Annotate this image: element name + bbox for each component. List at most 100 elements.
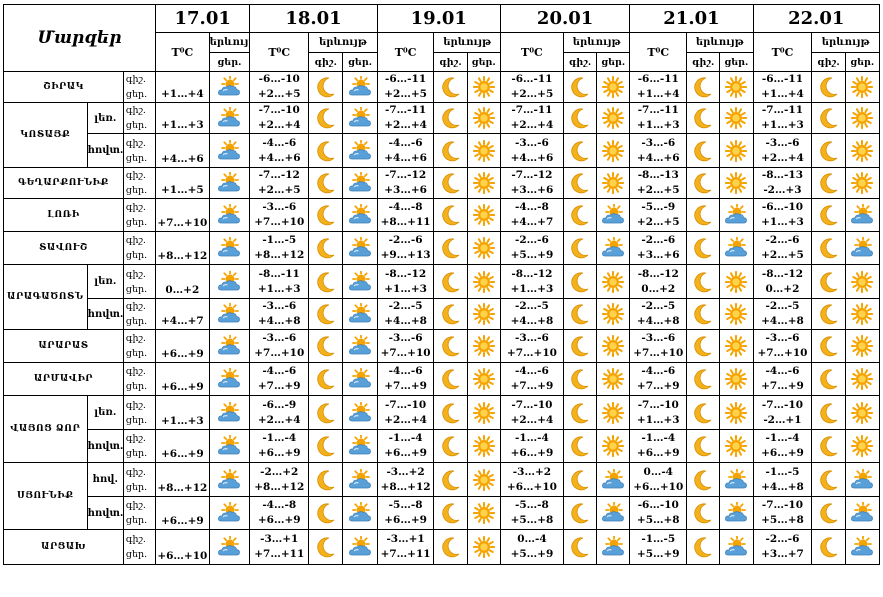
temperature-cell: -1…-4 +6…+9	[499, 429, 565, 463]
weather-cell	[596, 362, 631, 396]
region-name: ԳԵՂԱՐՔՈՒՆԻՔ	[3, 167, 124, 199]
weather-cell	[433, 329, 468, 363]
weather-cell	[844, 362, 881, 396]
moon-icon	[441, 77, 461, 98]
region-name: ԱՐՄԱՎԻՐ	[3, 362, 124, 396]
sun-icon	[472, 401, 495, 424]
table-row: հովտ. գիշ. ցեր. +6…+9 -1…-4 +6…+9 -1…-4 +6…+9…	[4, 429, 881, 463]
night-temperature: -4…-6	[641, 365, 676, 377]
partly-cloudy-sun-icon	[601, 502, 625, 522]
day-label: ցեր.	[125, 217, 148, 228]
temperature-cell: -8…-12 +1…+3	[499, 264, 565, 299]
day-temperature: +6…+10	[506, 480, 557, 493]
day-temperature: +3…+7	[761, 548, 804, 560]
sun-icon	[472, 172, 495, 194]
night-day-label: գիշ. ցեր.	[122, 198, 157, 232]
temperature-cell: -7…-11 +1…+3	[752, 102, 813, 134]
weather-cell	[466, 167, 501, 199]
night-temperature: -7…-12	[385, 169, 427, 181]
moon-icon	[693, 108, 713, 129]
day-temperature: +2…+4	[761, 151, 804, 164]
temperature-cell: +6…+9	[155, 496, 210, 530]
weather-cell	[433, 71, 468, 103]
night-subheader: գիշ.	[563, 52, 598, 72]
partly-cloudy-sun-icon	[217, 107, 241, 127]
day-temperature: +3…+6	[510, 184, 554, 196]
temperature-cell: +6…+9	[155, 329, 210, 363]
moon-icon	[819, 173, 839, 194]
weather-cell	[563, 231, 598, 265]
sun-icon	[472, 303, 495, 325]
weather-cell	[466, 496, 501, 530]
temperature-cell: -1…-5 +8…+12	[249, 231, 310, 265]
temperature-cell: -3…+1 +7…+11	[376, 529, 435, 565]
sun-icon	[472, 204, 495, 226]
day-subheader: ցեր.	[208, 52, 251, 72]
day-temperature: +6…+10	[633, 480, 684, 493]
weather-cell	[719, 264, 754, 299]
temperature-cell: -3…-6 +2…+4	[752, 133, 813, 168]
weather-cell	[208, 167, 251, 199]
night-temperature: -8…-12	[385, 267, 427, 280]
temperature-cell: -3…-6 +7…+10	[629, 329, 688, 363]
day-temperature: +5…+9	[510, 249, 554, 261]
weather-cell	[466, 231, 501, 265]
weather-cell	[686, 462, 721, 497]
sun-icon	[851, 435, 874, 457]
temperature-cell: -4…-6 +7…+9	[499, 362, 565, 396]
weather-cell	[308, 362, 344, 396]
night-temperature: -5…-8	[388, 499, 423, 511]
day-temperature: +7…+10	[633, 347, 684, 359]
sun-icon	[725, 107, 748, 129]
weather-cell	[342, 395, 378, 430]
temperature-cell: -1…-5 +4…+8	[752, 462, 813, 497]
moon-icon	[819, 469, 839, 490]
date-header: 20.01	[499, 4, 631, 33]
weather-cell	[563, 71, 598, 103]
temperature-cell: -4…-6 +4…+6	[249, 133, 310, 168]
night-temperature: -1…-4	[641, 432, 676, 444]
moon-icon	[441, 173, 461, 194]
weather-cell	[719, 167, 754, 199]
temperature-cell: -2…-5 +4…+8	[629, 298, 688, 330]
day-temperature: +5…+8	[636, 514, 680, 526]
temperature-cell: -3…-6 +4…+8	[249, 298, 310, 330]
night-label: գիշ.	[125, 235, 146, 246]
sun-icon	[602, 435, 625, 457]
partly-cloudy-sun-icon	[217, 76, 241, 96]
moon-icon	[819, 436, 839, 457]
weather-cell	[563, 167, 598, 199]
weather-header: երևույթ	[563, 32, 631, 53]
weather-cell	[466, 198, 501, 232]
moon-icon	[441, 436, 461, 457]
night-label: գիշ.	[125, 534, 146, 545]
weather-cell	[308, 102, 344, 134]
weather-cell	[208, 529, 251, 565]
weather-header: երևույթ	[308, 32, 378, 53]
day-temperature: +6…+9	[761, 447, 804, 459]
sun-icon	[851, 172, 874, 194]
weather-cell	[466, 329, 501, 363]
weather-cell	[844, 264, 881, 299]
sun-icon	[725, 270, 748, 293]
moon-icon	[693, 271, 713, 292]
night-temperature: -8…-13	[637, 169, 679, 181]
date-header: 22.01	[752, 4, 881, 33]
partly-cloudy-sun-icon	[724, 536, 748, 556]
table-row: ՍՅՈՒՆԻՔ հով. գիշ. ցեր. +8…+12 -2…+2 +8…+12 -3…	[3, 462, 881, 530]
night-label: գիշ.	[125, 333, 146, 344]
temperature-header: T⁰C	[629, 32, 688, 72]
temperature-cell: 0…-4 +5…+9	[499, 529, 565, 565]
weather-cell	[596, 133, 631, 168]
moon-icon	[819, 238, 839, 259]
weather-cell	[466, 298, 501, 330]
temperature-cell: -7…-10 +1…+3	[629, 395, 688, 430]
moon-icon	[693, 336, 713, 357]
day-temperature: +2…+5	[257, 88, 301, 100]
moon-icon	[316, 469, 336, 490]
day-temperature: +2…+4	[510, 119, 554, 131]
night-temperature: 0…-4	[517, 533, 547, 545]
table-row: ՇԻՐԱԿ գիշ. ցեր. +1…+4 -6…-10 +2…+5 -6…-11 +2……	[3, 71, 881, 103]
zone-label: լեռ.	[86, 264, 124, 299]
temperature-cell: -7…-10 +2…+4	[249, 102, 310, 134]
